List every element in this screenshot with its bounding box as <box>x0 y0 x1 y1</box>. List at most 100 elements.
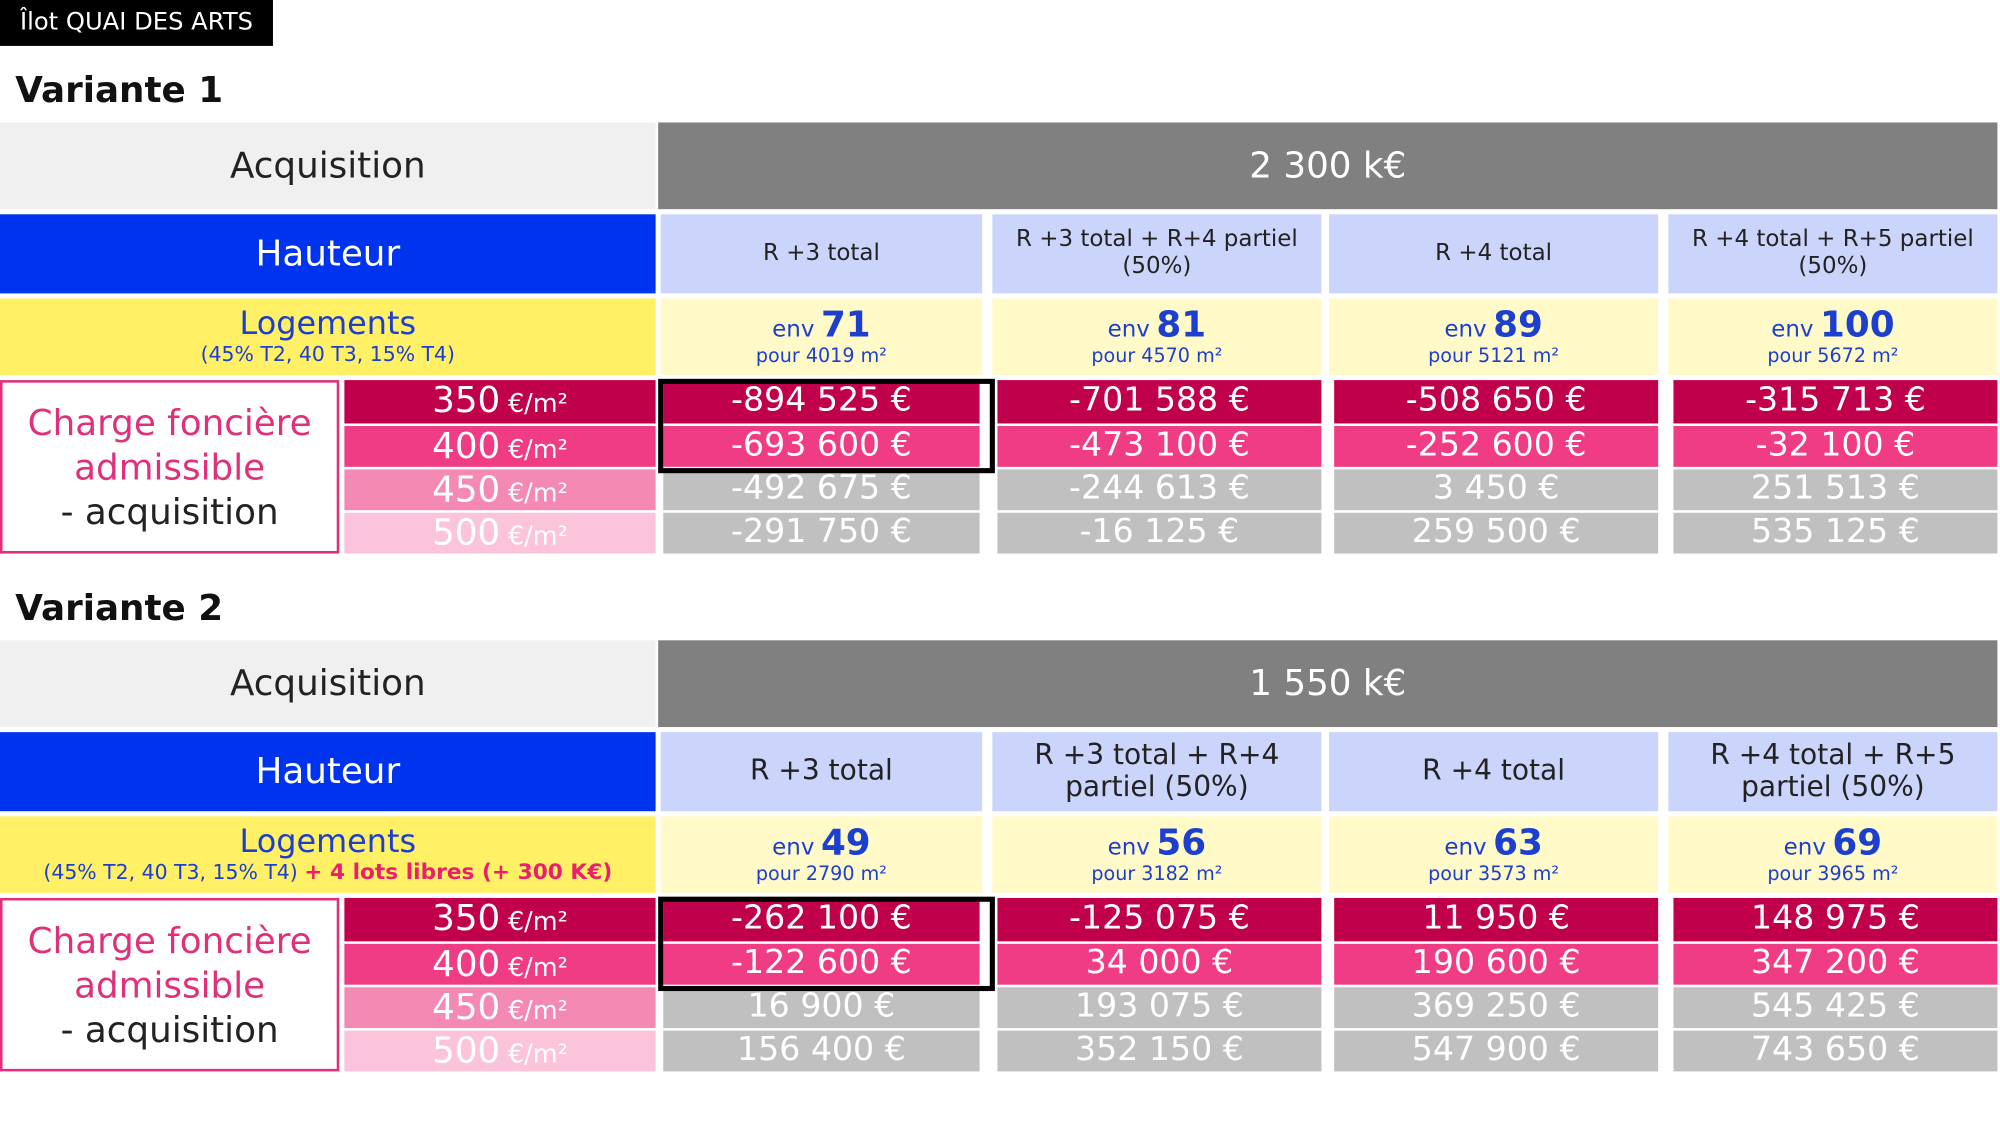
charge-value-text: 547 900 € <box>1411 1030 1581 1069</box>
logements-count: env 81 pour 4570 m² <box>992 298 1322 375</box>
charge-value-text: -701 588 € <box>1069 381 1250 420</box>
logements-label-text: Logements <box>239 305 417 343</box>
count: 89 <box>1493 303 1543 347</box>
env-text: env <box>772 316 815 344</box>
logements-count: env 69 pour 3965 m² <box>1668 816 1998 893</box>
charge-value: -701 588 € <box>997 380 1322 424</box>
charge-value: 545 425 € <box>1673 987 1998 1029</box>
hauteur-label: Hauteur <box>0 214 656 294</box>
charge-value: -508 650 € <box>1334 380 1659 424</box>
logements-detail: (45% T2, 40 T3, 15% T4) <box>200 342 455 367</box>
charge-label-line: admissible <box>74 445 266 488</box>
surface: pour 3182 m² <box>1091 862 1223 886</box>
charge-label-line: - acquisition <box>60 1008 279 1051</box>
logements-count: env 63 pour 3573 m² <box>1329 816 1659 893</box>
acquisition-label-text: Acquisition <box>229 661 426 704</box>
charge-value-text: 193 075 € <box>1075 987 1244 1026</box>
charge-value: -125 075 € <box>997 897 1322 942</box>
rate: 400 €/m² <box>344 943 656 985</box>
charge-value: -252 600 € <box>1334 426 1659 467</box>
charge-value-text: -894 525 € <box>731 381 912 420</box>
charge-value: 156 400 € <box>663 1030 980 1072</box>
hauteur-option: R +4 total + R+5 partiel (50%) <box>1668 732 1998 812</box>
rate-unit: €/m² <box>507 477 568 508</box>
rate-unit: €/m² <box>507 387 568 419</box>
charge-value-text: -262 100 € <box>731 899 912 938</box>
rate-value: 500 <box>432 1029 501 1072</box>
surface: pour 2790 m² <box>755 862 887 886</box>
rate-value: 350 <box>432 378 501 421</box>
env-text: env <box>1107 834 1150 862</box>
charge-value: 148 975 € <box>1673 897 1998 942</box>
hauteur-option: R +3 total <box>660 732 983 812</box>
count-line: env 49 <box>772 822 870 864</box>
charge-value-text: -125 075 € <box>1069 899 1250 938</box>
hauteur-option: R +4 total <box>1329 732 1659 812</box>
rate-value: 350 <box>432 896 501 939</box>
hauteur-option-text: R +3 total <box>749 755 893 788</box>
count-line: env 63 <box>1444 822 1542 864</box>
charge-value-text: 369 250 € <box>1411 987 1581 1026</box>
rate: 450 €/m² <box>344 468 656 511</box>
charge-value-text: 347 200 € <box>1751 943 1920 983</box>
charge-value: -492 675 € <box>663 469 980 511</box>
charge-value: 352 150 € <box>997 1030 1322 1072</box>
surface: pour 3573 m² <box>1428 862 1560 886</box>
rate: 500 €/m² <box>344 1029 656 1072</box>
rate-unit: €/m² <box>507 951 568 983</box>
logements-count: env 56 pour 3182 m² <box>992 816 1322 893</box>
variant-title: Variante 1 <box>15 68 224 111</box>
hauteur-option-text: R +3 total + R+4 partiel (50%) <box>1015 226 1298 280</box>
surface: pour 5121 m² <box>1428 344 1560 368</box>
charge-value: 547 900 € <box>1334 1030 1659 1072</box>
surface: pour 3965 m² <box>1767 862 1899 886</box>
charge-value-text: -16 125 € <box>1079 512 1240 552</box>
charge-value-text: -244 613 € <box>1069 469 1250 508</box>
acquisition-label: Acquisition <box>0 640 656 728</box>
charge-value-text: 34 000 € <box>1085 943 1234 983</box>
count: 81 <box>1156 303 1207 347</box>
hauteur-label-text: Hauteur <box>255 749 401 792</box>
env-text: env <box>1783 834 1826 862</box>
charge-value: 16 900 € <box>663 987 980 1029</box>
hauteur-label-text: Hauteur <box>255 232 401 275</box>
logements-detail-text: (45% T2, 40 T3, 15% T4) <box>200 342 455 367</box>
charge-value-text: 156 400 € <box>737 1030 906 1069</box>
rate-unit: €/m² <box>507 905 568 937</box>
charge-label-line: - acquisition <box>60 490 279 533</box>
charge-label-line: Charge foncière <box>27 918 312 962</box>
count: 69 <box>1832 821 1883 864</box>
charge-label: Charge foncière admissible - acquisition <box>0 380 340 554</box>
logements-extra: + 4 lots libres (+ 300 K€) <box>304 859 613 885</box>
rate-value: 450 <box>432 468 501 511</box>
charge-value-text: -252 600 € <box>1405 426 1587 465</box>
charge-value: -894 525 € <box>663 380 980 424</box>
hauteur-option-text: R +4 total + R+5 partiel (50%) <box>1710 739 1956 804</box>
charge-value: 347 200 € <box>1673 943 1998 985</box>
logements-detail: (45% T2, 40 T3, 15% T4) + 4 lots libres … <box>43 859 613 885</box>
env-text: env <box>1444 834 1487 862</box>
count: 100 <box>1819 303 1895 347</box>
logements-label-text: Logements <box>239 822 417 860</box>
hauteur-option-text: R +3 total + R+4 partiel (50%) <box>1034 739 1280 804</box>
charge-value: 190 600 € <box>1334 943 1659 985</box>
env-text: env <box>1107 316 1150 344</box>
count-line: env 56 <box>1107 822 1206 864</box>
charge-value-text: -315 713 € <box>1745 381 1926 420</box>
rate: 450 €/m² <box>344 986 656 1029</box>
charge-value: 743 650 € <box>1673 1030 1998 1072</box>
tag: Îlot QUAI DES ARTS <box>0 0 273 46</box>
acquisition-value-text: 2 300 k€ <box>1249 144 1407 187</box>
charge-value-text: 3 450 € <box>1432 469 1560 508</box>
hauteur-option-text: R +4 total <box>1422 755 1566 788</box>
charge-value-text: -291 750 € <box>731 512 912 552</box>
highlight-frame <box>658 378 995 474</box>
rate: 400 €/m² <box>344 425 656 467</box>
charge-value: -291 750 € <box>663 512 980 554</box>
charge-value: 193 075 € <box>997 987 1322 1029</box>
hauteur-option-text: R +3 total <box>762 239 880 267</box>
rate-unit: €/m² <box>507 520 568 552</box>
charge-value: -262 100 € <box>663 897 980 942</box>
charge-value-text: 190 600 € <box>1411 943 1581 983</box>
